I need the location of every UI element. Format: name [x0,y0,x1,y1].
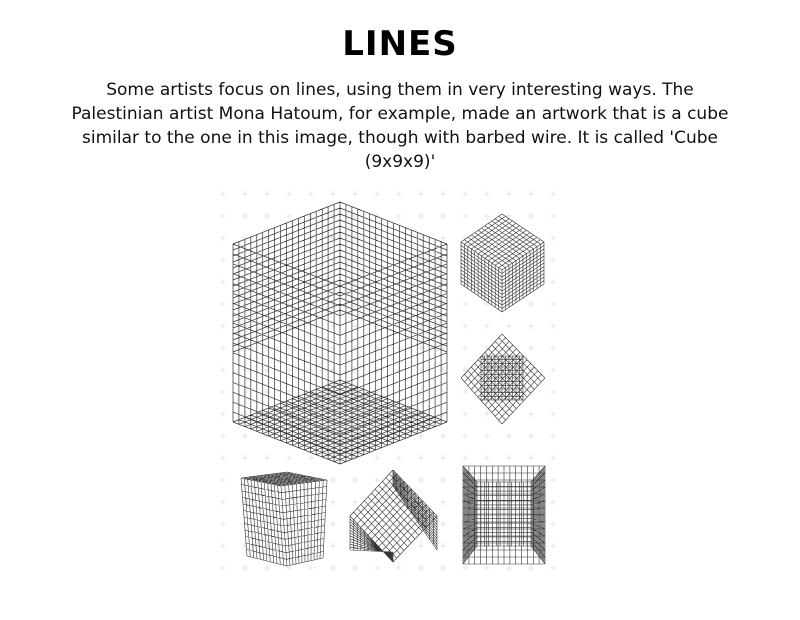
cube-corner-front [460,333,546,425]
background-pattern [220,191,556,571]
cube-side-left [240,471,328,567]
cube-corner-top [460,213,545,313]
cube-corner-bottom [349,469,438,563]
cube-large-front [232,201,448,465]
cube-interior-perspective [462,465,546,565]
cube-grid-image [215,186,560,576]
page-title: LINES [342,24,458,64]
intro-paragraph: Some artists focus on lines, using them … [71,80,729,172]
